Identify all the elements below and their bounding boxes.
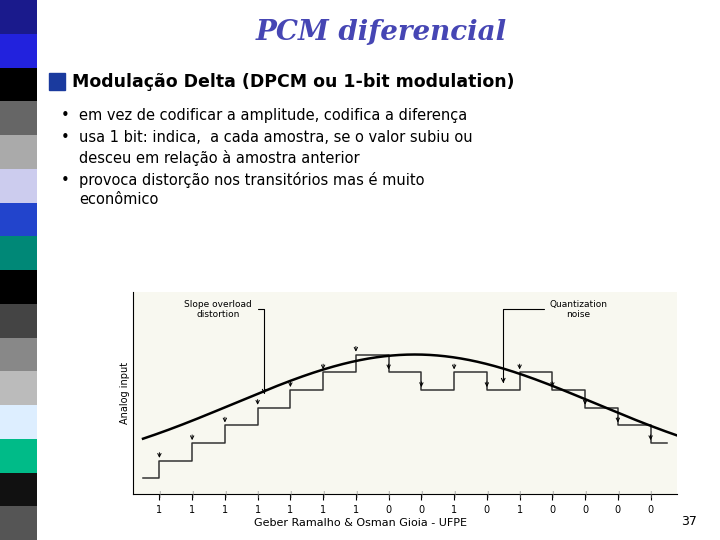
Text: Quantization
noise: Quantization noise	[501, 300, 608, 382]
Text: |: |	[387, 491, 390, 498]
Text: |: |	[453, 491, 455, 498]
Text: •  em vez de codificar a amplitude, codifica a diferença: • em vez de codificar a amplitude, codif…	[61, 108, 467, 123]
Text: |: |	[256, 491, 258, 498]
FancyBboxPatch shape	[49, 73, 65, 90]
Text: |: |	[486, 491, 488, 498]
Text: 37: 37	[681, 515, 697, 528]
Text: desceu em relação à amostra anterior: desceu em relação à amostra anterior	[79, 150, 360, 166]
Text: econômico: econômico	[79, 192, 158, 207]
Text: |: |	[224, 491, 226, 498]
Text: |: |	[616, 491, 619, 498]
Text: |: |	[191, 491, 194, 498]
Text: |: |	[158, 491, 161, 498]
Text: |: |	[355, 491, 357, 498]
Text: |: |	[420, 491, 423, 498]
Text: |: |	[649, 491, 652, 498]
Y-axis label: Analog input: Analog input	[120, 362, 130, 424]
Text: |: |	[518, 491, 521, 498]
Text: Modulação Delta (DPCM ou 1-bit modulation): Modulação Delta (DPCM ou 1-bit modulatio…	[72, 72, 515, 91]
Text: |: |	[584, 491, 586, 498]
Text: •  provoca distorção nos transitórios mas é muito: • provoca distorção nos transitórios mas…	[61, 172, 425, 188]
Text: |: |	[289, 491, 292, 498]
Text: |: |	[322, 491, 324, 498]
Text: •  usa 1 bit: indica,  a cada amostra, se o valor subiu ou: • usa 1 bit: indica, a cada amostra, se …	[61, 130, 473, 145]
Text: |: |	[552, 491, 554, 498]
Text: PCM diferencial: PCM diferencial	[256, 19, 507, 46]
Text: Slope overload
distortion: Slope overload distortion	[184, 300, 266, 393]
Text: Geber Ramalho & Osman Gioia - UFPE: Geber Ramalho & Osman Gioia - UFPE	[253, 518, 467, 528]
